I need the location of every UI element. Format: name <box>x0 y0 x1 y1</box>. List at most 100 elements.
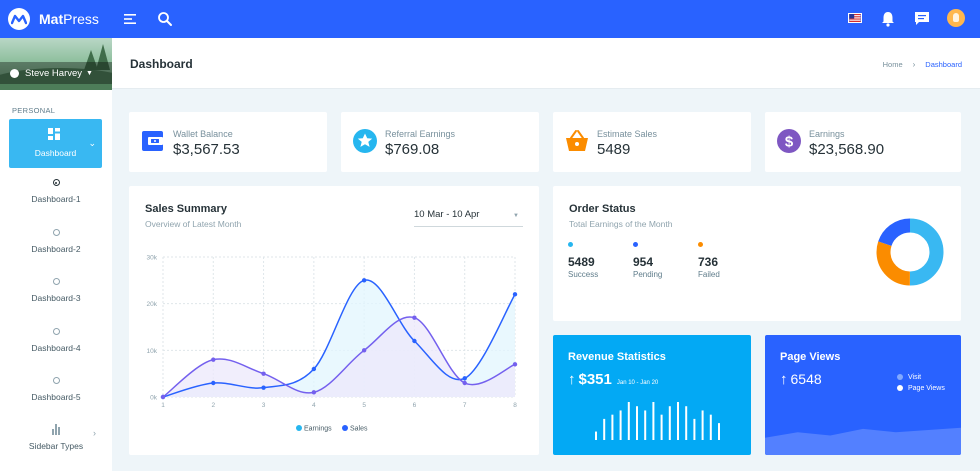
x-tick-label: 5 <box>362 402 366 409</box>
card-subtitle: Overview of Latest Month <box>145 219 242 229</box>
breadcrumb-current: Dashboard <box>925 60 962 69</box>
data-point-earnings[interactable] <box>261 385 266 390</box>
y-tick-label: 30k <box>147 255 158 262</box>
dashboard-grid-icon <box>48 128 60 140</box>
revenue-date-range: Jan 10 - Jan 20 <box>616 380 659 386</box>
data-point-sales[interactable] <box>462 380 467 386</box>
stat-label: Wallet Balance <box>173 129 233 139</box>
legend-dot <box>296 425 302 431</box>
revenue-bar <box>718 423 720 440</box>
sidebar-item-label: Dashboard-3 <box>31 293 81 303</box>
revenue-value: $351 <box>578 371 612 388</box>
revenue-bar <box>627 402 630 440</box>
donut-segment-pending[interactable] <box>876 218 944 286</box>
y-tick-label: 10k <box>147 348 158 355</box>
profile-user-toggle[interactable]: Steve Harvey ▼ <box>0 62 112 84</box>
sidebar-item-dashboard[interactable]: Dashboard ⌄ <box>9 119 102 168</box>
revenue-bar <box>652 402 655 440</box>
arrow-up-icon: ↑ <box>568 371 576 388</box>
data-point-sales[interactable] <box>160 394 166 400</box>
legend-item-sales[interactable]: Sales <box>350 426 368 433</box>
legend-item-visit: Visit <box>897 372 945 383</box>
sidebar-item-dashboard-5[interactable]: Dashboard-5 <box>0 377 112 402</box>
page-views-value-row: ↑ 6548 <box>780 371 822 388</box>
status-dot <box>568 242 573 247</box>
revenue-bar <box>619 410 622 440</box>
profile-banner: Steve Harvey ▼ <box>0 38 112 90</box>
date-range-select[interactable]: 10 Mar - 10 Apr ▼ <box>414 209 523 227</box>
x-tick-label: 4 <box>312 402 316 409</box>
order-status-failed: 736 Failed <box>698 242 720 279</box>
radio-dot-icon <box>52 278 60 285</box>
stat-label: Earnings <box>809 129 845 139</box>
us-flag-icon[interactable] <box>848 13 862 23</box>
radio-dot-icon <box>52 328 60 335</box>
series-area-sales <box>163 316 515 397</box>
data-point-sales[interactable] <box>211 357 216 362</box>
card-title: Page Views <box>780 351 841 363</box>
star-icon <box>353 129 377 153</box>
stat-card-referral: Referral Earnings $769.08 <box>341 112 539 172</box>
revenue-bar <box>603 418 606 440</box>
data-point-earnings[interactable] <box>462 376 467 381</box>
status-label: Pending <box>633 270 663 279</box>
status-label: Failed <box>698 270 720 279</box>
y-tick-label: 20k <box>147 301 158 308</box>
message-icon[interactable] <box>913 10 931 28</box>
bell-icon[interactable] <box>879 10 897 28</box>
chevron-right-icon: › <box>912 60 916 69</box>
data-point-sales[interactable] <box>412 315 417 320</box>
sidebar-item-label: Dashboard-1 <box>31 194 81 204</box>
data-point-earnings[interactable] <box>412 338 417 344</box>
status-dot <box>698 242 703 247</box>
bar-chart-icon <box>0 424 112 435</box>
status-value: 736 <box>698 255 719 269</box>
sidebar-item-dashboard-2[interactable]: Dashboard-2 <box>0 229 112 254</box>
data-point-earnings[interactable] <box>512 292 518 297</box>
x-tick-label: 7 <box>463 402 467 409</box>
y-tick-label: 0k <box>150 395 158 402</box>
card-title: Order Status <box>569 203 636 215</box>
top-bar: MatPress <box>0 0 980 38</box>
page-views-area <box>765 427 961 455</box>
arrow-up-icon: ↑ <box>780 371 788 388</box>
donut-segment-failed[interactable] <box>876 218 944 286</box>
revenue-bar-chart <box>595 402 720 440</box>
legend-item-earnings[interactable]: Earnings <box>304 426 332 433</box>
stat-value: $769.08 <box>385 141 440 158</box>
sales-line-chart: 0k 10k 20k 30k 1 2 3 4 5 6 7 8 Earnings Sales <box>147 255 518 433</box>
sidebar-section-label: PERSONAL <box>12 106 56 115</box>
sidebar-item-sidebar-types[interactable]: Sidebar Types › <box>0 424 112 451</box>
order-status-card: Order Status Total Earnings of the Month… <box>553 186 961 321</box>
data-point-sales[interactable] <box>361 348 367 353</box>
revenue-statistics-card: Revenue Statistics ↑ $351 Jan 10 - Jan 2… <box>553 335 751 455</box>
chevron-right-icon: › <box>93 428 96 438</box>
data-point-sales[interactable] <box>261 371 266 376</box>
sidebar-item-dashboard-4[interactable]: Dashboard-4 <box>0 328 112 353</box>
page-views-value: 6548 <box>790 371 822 387</box>
data-point-earnings[interactable] <box>211 380 216 386</box>
chevron-down-icon: ⌄ <box>88 138 96 148</box>
data-point-earnings[interactable] <box>361 278 367 283</box>
search-icon[interactable] <box>156 10 174 28</box>
breadcrumb-home[interactable]: Home <box>882 60 903 69</box>
menu-icon[interactable] <box>122 10 140 28</box>
landscape-tree <box>96 44 110 70</box>
data-point-sales[interactable] <box>512 362 518 367</box>
stat-value: 5489 <box>597 141 631 158</box>
series-line-sales <box>162 316 516 398</box>
revenue-bar <box>677 402 679 440</box>
data-point-sales[interactable] <box>311 390 317 395</box>
sidebar-item-dashboard-3[interactable]: Dashboard-3 <box>0 278 112 303</box>
user-icon <box>10 68 19 78</box>
sales-summary-card: Sales Summary Overview of Latest Month 1… <box>129 186 539 455</box>
app-logo[interactable]: MatPress <box>8 8 99 30</box>
status-value: 954 <box>633 255 654 269</box>
sidebar-item-label: Dashboard-5 <box>31 392 81 402</box>
sidebar-item-dashboard-1[interactable]: Dashboard-1 <box>0 179 112 204</box>
data-point-earnings[interactable] <box>311 366 317 372</box>
user-avatar-icon[interactable] <box>947 9 965 27</box>
profile-name: Steve Harvey <box>25 67 83 79</box>
stat-label: Estimate Sales <box>597 129 658 139</box>
revenue-bar <box>709 414 712 440</box>
